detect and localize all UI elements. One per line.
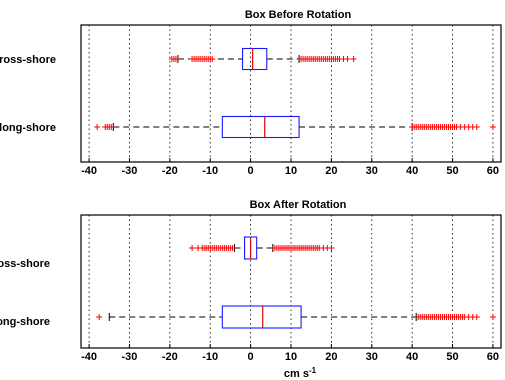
- x-tick-label: 20: [325, 165, 337, 177]
- outlier-marker: [209, 56, 216, 62]
- outlier-marker: [189, 245, 196, 251]
- x-tick-label: -10: [202, 351, 218, 363]
- category-label-cross-shore: ross-shore: [0, 258, 50, 270]
- box-plots: [94, 47, 496, 139]
- outlier-marker: [96, 314, 103, 320]
- box-ross-shore: [168, 47, 357, 71]
- iqr-box: [221, 305, 302, 329]
- x-axis-label: cm s-1: [284, 366, 317, 380]
- outlier-marker: [229, 245, 236, 251]
- outlier-marker: [489, 124, 496, 130]
- x-tick-label: 60: [487, 165, 499, 177]
- grid-lines: [88, 25, 494, 162]
- chart-panel-before-rotation: Box Before Rotation -40 -30 -20 -10 0 10 20 30 4…: [0, 9, 502, 177]
- box-long-shore: [96, 305, 496, 329]
- x-tick-label: 50: [446, 165, 458, 177]
- x-tick-label: 10: [285, 351, 297, 363]
- x-tick-label: -10: [202, 165, 218, 177]
- outlier-marker: [350, 56, 357, 62]
- box-ross-shore: [189, 236, 335, 260]
- x-tick-label: 30: [366, 165, 378, 177]
- category-label-long-shore: long-shore: [0, 316, 50, 328]
- x-tick-label: -20: [162, 165, 178, 177]
- x-tick-label: 10: [285, 165, 297, 177]
- x-tick-label: 0: [248, 165, 254, 177]
- box-long-shore: [94, 115, 496, 139]
- category-label-long-shore: long-shore: [0, 122, 56, 134]
- x-tick-label: -20: [162, 351, 178, 363]
- outlier-marker: [94, 124, 101, 130]
- chart-panel-after-rotation: Box After Rotation -40 -30 -20 -10 0 10 20 30 40…: [0, 199, 502, 380]
- box-plots: [96, 236, 496, 329]
- outlier-marker: [489, 314, 496, 320]
- outlier-marker: [172, 56, 179, 62]
- x-tick-label: 0: [248, 351, 254, 363]
- x-tick-label: 40: [406, 351, 418, 363]
- x-axis-ticks: -40 -30 -20 -10 0 10 20 30 40 50 60: [81, 158, 499, 177]
- x-tick-label: -30: [122, 165, 138, 177]
- iqr-box: [241, 47, 268, 71]
- outlier-marker: [328, 245, 335, 251]
- x-tick-label: -30: [122, 351, 138, 363]
- x-tick-label: 40: [406, 165, 418, 177]
- x-tick-label: -40: [81, 351, 97, 363]
- chart-title: Box After Rotation: [250, 199, 347, 211]
- x-tick-label: 20: [325, 351, 337, 363]
- outlier-marker: [473, 314, 480, 320]
- x-axis-ticks: -40 -30 -20 -10 0 10 20 30 40 50 60: [81, 344, 499, 363]
- outlier-marker: [344, 56, 351, 62]
- outlier-marker: [108, 124, 115, 130]
- x-tick-label: 30: [366, 351, 378, 363]
- category-label-cross-shore: ross-shore: [0, 54, 56, 66]
- x-tick-label: 50: [446, 351, 458, 363]
- x-tick-label: -40: [81, 165, 97, 177]
- chart-title: Box Before Rotation: [245, 9, 352, 21]
- x-tick-label: 60: [487, 351, 499, 363]
- outlier-marker: [473, 124, 480, 130]
- iqr-box: [221, 115, 300, 139]
